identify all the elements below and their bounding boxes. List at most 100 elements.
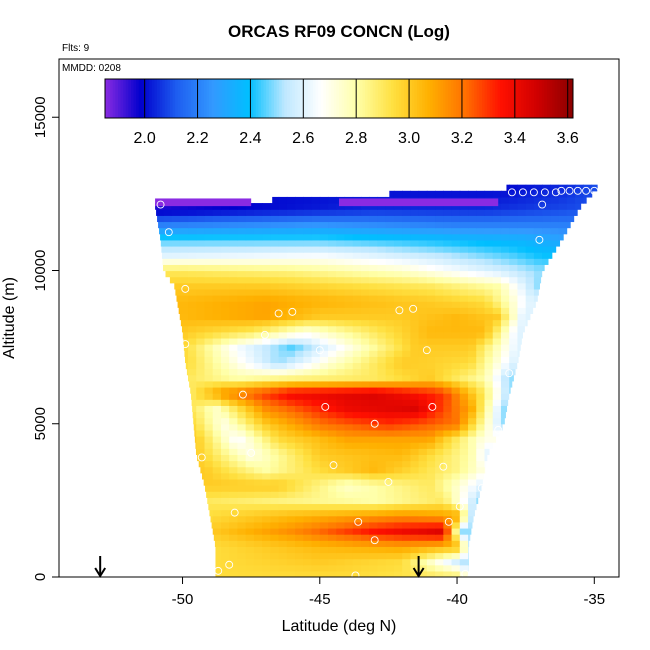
heatmap-cell xyxy=(402,527,411,535)
date-annotation: MMDD: 0208 xyxy=(62,63,121,74)
heatmap-cell xyxy=(500,386,510,394)
heatmap-cell xyxy=(328,368,337,376)
observation-marker xyxy=(529,188,538,197)
heatmap-cell xyxy=(278,288,288,296)
heatmap-cell xyxy=(196,436,206,443)
heatmap-cell xyxy=(476,258,486,265)
heatmap-cell xyxy=(410,325,420,333)
observation-marker xyxy=(422,346,431,355)
heatmap-cell xyxy=(171,264,181,272)
heatmap-cell xyxy=(229,301,239,308)
heatmap-cell xyxy=(278,399,288,406)
heatmap-cell xyxy=(171,209,181,216)
heatmap-cell xyxy=(393,558,403,566)
heatmap-cell xyxy=(500,288,510,296)
heatmap-cell xyxy=(533,295,538,302)
heatmap-cell xyxy=(262,570,271,577)
heatmap-cell xyxy=(542,264,545,272)
heatmap-cell xyxy=(278,227,288,235)
heatmap-cell xyxy=(533,190,543,198)
heatmap-cell xyxy=(385,313,395,321)
heatmap-cell xyxy=(435,552,444,560)
heatmap-cell xyxy=(328,448,337,455)
colorbar-segment xyxy=(170,79,174,118)
heatmap-cell xyxy=(426,472,436,480)
heatmap-cell xyxy=(344,527,354,535)
heatmap-cell xyxy=(163,209,173,216)
heatmap-cell xyxy=(336,325,346,333)
heatmap-cell xyxy=(377,527,387,535)
heatmap-cell xyxy=(418,515,428,523)
heatmap-cell xyxy=(198,460,206,468)
heatmap-cell xyxy=(237,227,247,235)
heatmap-cell xyxy=(188,325,197,333)
heatmap-cell xyxy=(426,454,436,462)
heatmap-cell xyxy=(377,215,387,223)
heatmap-cell xyxy=(435,282,444,290)
heatmap-cell xyxy=(484,301,494,308)
heatmap-cell xyxy=(492,190,502,198)
heatmap-cell xyxy=(311,491,321,498)
heatmap-cell xyxy=(468,454,477,462)
heatmap-cell xyxy=(319,288,329,296)
heatmap-cell xyxy=(484,282,494,290)
heatmap-cell xyxy=(435,442,444,449)
heatmap-cell xyxy=(212,221,222,229)
heatmap-cell xyxy=(500,374,510,382)
heatmap-cell xyxy=(237,331,247,339)
observation-marker xyxy=(354,517,363,526)
heatmap-cell xyxy=(418,276,428,284)
heatmap-cell xyxy=(344,313,354,321)
heatmap-cell xyxy=(468,313,477,321)
heatmap-cell xyxy=(212,368,222,376)
heatmap-cell xyxy=(566,196,576,204)
heatmap-cell xyxy=(295,344,304,351)
heatmap-cell xyxy=(344,478,354,486)
heatmap-cell xyxy=(319,423,329,431)
heatmap-cell xyxy=(426,558,436,566)
heatmap-cell xyxy=(492,264,502,272)
heatmap-cell xyxy=(426,203,436,210)
heatmap-cell xyxy=(500,368,510,376)
heatmap-cell xyxy=(352,282,362,290)
heatmap-cell xyxy=(245,301,255,308)
heatmap-cell xyxy=(328,264,337,272)
heatmap-cell xyxy=(393,417,403,425)
heatmap-cell xyxy=(262,411,271,419)
heatmap-cell xyxy=(220,264,230,272)
heatmap-cell xyxy=(484,405,494,413)
heatmap-cell xyxy=(220,411,230,419)
colorbar-segment xyxy=(279,79,283,118)
heatmap-cell xyxy=(344,331,354,339)
heatmap-cell xyxy=(262,491,271,498)
heatmap-cell xyxy=(196,380,206,388)
heatmap-cell xyxy=(451,552,461,560)
heatmap-cell xyxy=(278,252,288,259)
heatmap-cell xyxy=(484,337,494,345)
heatmap-cell xyxy=(336,270,346,278)
heatmap-cell xyxy=(542,196,551,204)
heatmap-cell xyxy=(377,233,387,241)
heatmap-cell xyxy=(476,288,486,296)
heatmap-cell xyxy=(476,356,486,364)
heatmap-cell xyxy=(435,313,444,321)
heatmap-cell xyxy=(525,209,535,216)
heatmap-cell xyxy=(443,356,453,364)
heatmap-cell xyxy=(377,307,387,314)
flights-annotation: Flts: 9 xyxy=(62,43,90,54)
colorbar-segment xyxy=(203,79,207,118)
heatmap-cell xyxy=(253,540,263,547)
heatmap-cell xyxy=(525,264,535,272)
heatmap-cell xyxy=(196,405,206,413)
heatmap-cell xyxy=(352,448,362,455)
heatmap-cell xyxy=(328,478,337,486)
colorbar-segment xyxy=(445,79,449,118)
heatmap-cell xyxy=(468,417,477,425)
heatmap-cell xyxy=(418,497,428,505)
heatmap-cell xyxy=(311,307,321,314)
heatmap-cell xyxy=(385,436,395,443)
heatmap-cell xyxy=(426,564,436,572)
heatmap-cell xyxy=(525,233,535,241)
heatmap-cell xyxy=(262,399,271,406)
heatmap-cell xyxy=(352,239,362,247)
